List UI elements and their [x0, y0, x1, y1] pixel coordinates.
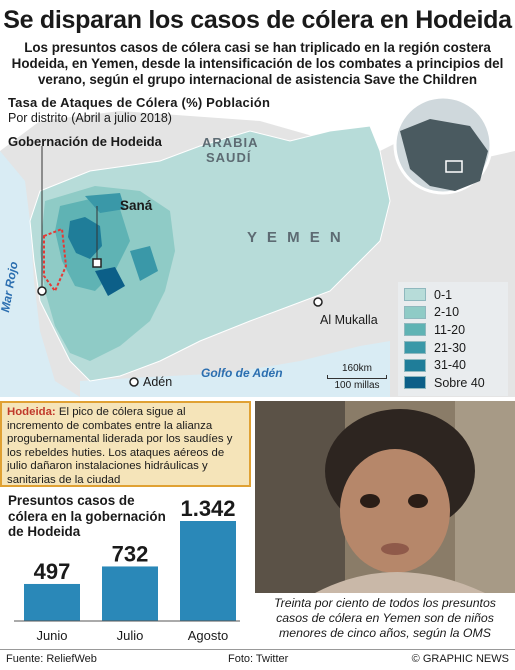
district-high-3	[95, 267, 125, 296]
globe-landmass	[400, 119, 488, 191]
map-subtitle: Por distrito (Abril a julio 2018)	[8, 111, 172, 125]
face-shape	[340, 449, 450, 573]
gulf-label: Golfo de Adén	[201, 366, 283, 380]
al-mukalla-marker	[313, 297, 323, 307]
red-sea-shape	[0, 151, 80, 397]
legend-label: Sobre 40	[434, 375, 485, 390]
bar-value-label: 1.342	[180, 496, 235, 521]
legend-swatch	[404, 323, 426, 337]
photo-illustration	[255, 401, 515, 593]
al-mukalla-label: Al Mukalla	[320, 313, 378, 327]
map-svg	[0, 91, 515, 397]
legend-item: 21-30	[404, 339, 502, 357]
footer-photo: Foto: Twitter	[228, 653, 289, 665]
category-label: Agosto	[188, 628, 228, 643]
photo-caption: Treinta por ciento de todos los presunto…	[274, 596, 496, 640]
aden-label: Adén	[143, 375, 173, 389]
sana-capital-marker	[92, 258, 102, 268]
governorate-boundary	[43, 227, 68, 293]
cases-bar-chart: Presuntos casos de cólera en la gobernac…	[0, 489, 251, 649]
district-high-1	[68, 217, 102, 259]
bars-svg: 497 Junio 732 Julio 1.342 Agosto	[14, 496, 240, 643]
legend-swatch	[404, 341, 426, 355]
legend-label: 0-1	[434, 287, 453, 302]
note-lead: Hodeida:	[7, 406, 56, 418]
chart-title: Presuntos casos de cólera en la gobernac…	[8, 493, 166, 539]
bar-julio	[102, 566, 158, 621]
category-label: Junio	[36, 628, 67, 643]
legend-item: 0-1	[404, 286, 502, 304]
scale-bar-line	[327, 375, 387, 379]
sana-label: Saná	[120, 198, 153, 213]
scale-miles: 100 millas	[334, 380, 380, 391]
legend-item: 11-20	[404, 321, 502, 339]
district-high-2	[85, 193, 125, 213]
legend-swatch	[404, 288, 426, 302]
legend: 0-1 2-10 11-20 21-30 31-40 Sobre 40	[398, 282, 508, 396]
legend-swatch	[404, 358, 426, 372]
child-photo	[255, 401, 515, 593]
governorate-label: Gobernación de Hodeida	[8, 134, 162, 149]
legend-item: Sobre 40	[404, 374, 502, 392]
saudi-label-line2: SAUDÍ	[206, 150, 252, 165]
legend-item: 31-40	[404, 356, 502, 374]
footer-source: Fuente: ReliefWeb	[6, 653, 97, 665]
headline: Se disparan los casos de cólera en Hodei…	[3, 6, 512, 34]
district-high-4	[130, 246, 158, 281]
footer: Fuente: ReliefWeb Foto: Twitter © GRAPHI…	[0, 649, 515, 670]
yemen-label: Y E M E N	[247, 229, 344, 246]
legend-label: 21-30	[434, 340, 466, 355]
map-panel: Tasa de Ataques de Cólera (%) Población …	[0, 91, 515, 397]
gulf-shape	[80, 341, 390, 397]
bar-agosto	[180, 521, 236, 621]
hodeida-city-marker	[37, 286, 47, 296]
legend-label: 11-20	[434, 322, 466, 337]
note-text: El pico de cólera sigue al incremento de…	[7, 406, 233, 486]
footer-credit: © GRAPHIC NEWS	[411, 653, 509, 665]
legend-swatch	[404, 305, 426, 319]
hodeida-note: Hodeida: El pico de cólera sigue al incr…	[0, 401, 251, 487]
aden-marker	[129, 377, 139, 387]
bar-junio	[24, 583, 80, 621]
legend-swatch	[404, 376, 426, 390]
bar-value-label: 732	[112, 541, 149, 566]
bar-value-label: 497	[34, 559, 71, 584]
saudi-label-line1: ARABIA	[202, 135, 259, 150]
legend-item: 2-10	[404, 304, 502, 322]
subheadline: Los presuntos casos de cólera casi se ha…	[11, 40, 504, 87]
legend-label: 31-40	[434, 358, 466, 373]
scale-bar: 160km 100 millas	[327, 363, 387, 391]
category-label: Julio	[117, 628, 144, 643]
globe-locator-box	[445, 160, 463, 173]
map-title: Tasa de Ataques de Cólera (%) Población	[8, 95, 271, 110]
legend-label: 2-10	[434, 305, 460, 320]
shoulder-shape	[315, 572, 485, 593]
scale-km: 160km	[341, 363, 372, 374]
